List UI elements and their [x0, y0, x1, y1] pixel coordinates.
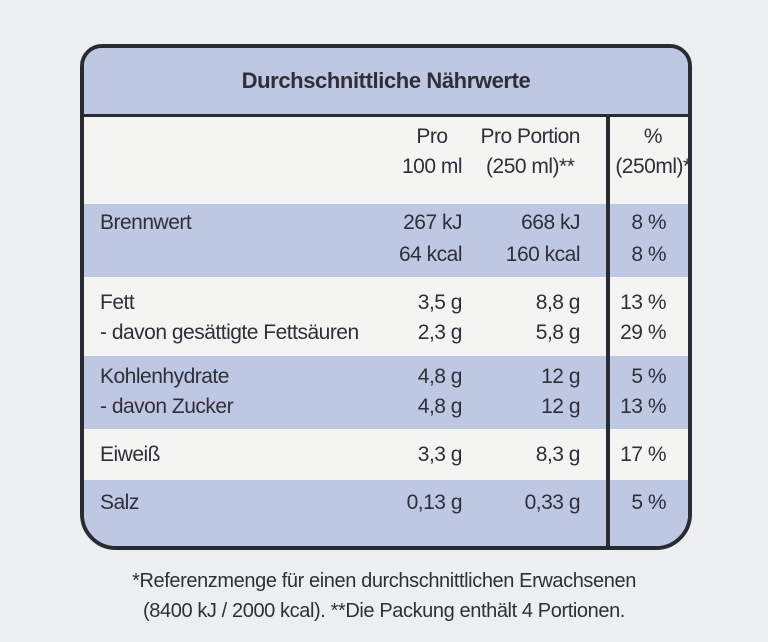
col-header-per-100ml: Pro 100 ml: [401, 125, 463, 178]
footnote-line-1: *Referenzmenge für einen durchschnittlic…: [132, 570, 636, 592]
value-percent: 17 %: [620, 443, 666, 466]
table-title: Durchschnittliche Nährwerte: [84, 48, 688, 117]
value-per-100ml: 267 kJ: [403, 211, 462, 234]
value-per-100ml: 4,8 g: [417, 365, 463, 388]
value-per-portion: 668 kJ: [521, 211, 580, 234]
col-header-per-portion: Pro Portion (250 ml)**: [480, 125, 580, 178]
value-percent: 29 %: [620, 321, 666, 344]
row-label: Kohlenhydrate: [100, 365, 229, 388]
value-per-portion: 5,8 g: [535, 321, 581, 344]
table-row: Fett 3,5 g 8,8 g 13 % - davon gesättigte…: [84, 280, 688, 356]
table-row: Salz 0,13 g 0,33 g 5 %: [84, 480, 688, 546]
value-per-100ml: 64 kcal: [398, 243, 463, 266]
value-percent: 5 %: [631, 365, 666, 388]
value-per-portion: 8,8 g: [535, 291, 581, 314]
col-header-percent: % (250ml)*: [615, 125, 691, 178]
header-row: Pro 100 ml Pro Portion (250 ml)** % (250…: [84, 114, 688, 204]
value-per-100ml: 0,13 g: [406, 491, 463, 514]
footnote: *Referenzmenge für einen durchschnittlic…: [0, 566, 768, 626]
table-row: Brennwert 267 kJ 668 kJ 8 % 64 kcal 160 …: [84, 204, 688, 280]
row-label: Salz: [100, 491, 139, 514]
value-per-100ml: 2,3 g: [417, 321, 463, 344]
row-label: - davon gesättigte Fettsäuren: [100, 321, 359, 344]
value-per-100ml: 4,8 g: [417, 395, 463, 418]
value-per-100ml: 3,5 g: [417, 291, 463, 314]
nutrition-table: Durchschnittliche Nährwerte Pro 100 ml P…: [80, 44, 692, 550]
row-label: Brennwert: [100, 211, 192, 234]
value-percent: 5 %: [631, 491, 666, 514]
column-divider: [606, 114, 610, 546]
footnote-line-2: (8400 kJ / 2000 kcal). **Die Packung ent…: [143, 600, 625, 622]
value-percent: 13 %: [620, 395, 666, 418]
row-label: - davon Zucker: [100, 395, 234, 418]
value-per-portion: 12 g: [541, 395, 580, 418]
value-per-portion: 160 kcal: [505, 243, 581, 266]
row-label: Eiweiß: [100, 443, 161, 466]
value-percent: 8 %: [631, 211, 666, 234]
value-per-portion: 0,33 g: [524, 491, 581, 514]
table-row: Eiweiß 3,3 g 8,3 g 17 %: [84, 432, 688, 480]
value-per-portion: 12 g: [541, 365, 580, 388]
table-row: Kohlenhydrate 4,8 g 12 g 5 % - davon Zuc…: [84, 356, 688, 432]
value-percent: 8 %: [631, 243, 666, 266]
value-percent: 13 %: [620, 291, 666, 314]
value-per-100ml: 3,3 g: [417, 443, 463, 466]
row-label: Fett: [100, 291, 135, 314]
value-per-portion: 8,3 g: [535, 443, 581, 466]
